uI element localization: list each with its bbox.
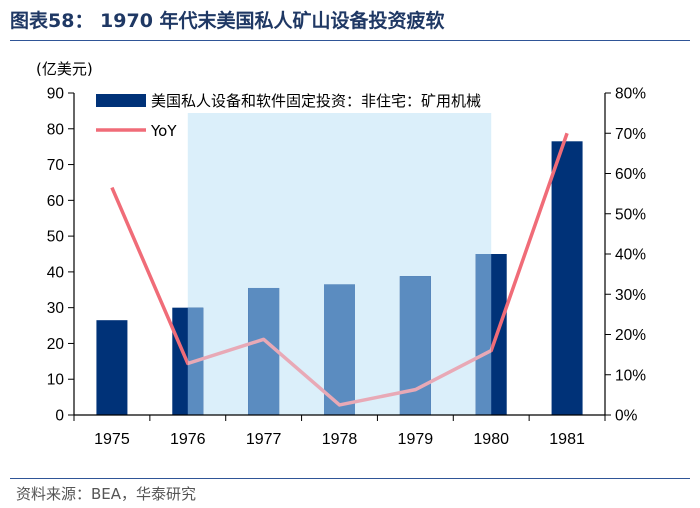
legend-bar-swatch [96,94,146,107]
source-note: 资料来源：BEA，华泰研究 [16,485,197,503]
title-divider [10,40,690,41]
legend: 美国私人设备和软件固定投资：非住宅：矿用机械 YoY [96,92,481,140]
x-tick-label: 1977 [246,431,282,448]
axes: 0 10 20 30 40 50 60 70 80 90 0% 10% 20% 30% 40% 50% 60% 7… [47,86,646,449]
legend-line-label: YoY [150,122,177,140]
x-tick-label: 1975 [94,431,130,448]
right-tick-label: 40% [615,247,646,264]
bar-1980-in-period [475,254,492,415]
left-tick-label: 0 [55,408,64,425]
left-tick-label: 40 [47,264,65,281]
left-tick-label: 50 [47,229,65,246]
legend-bar-label: 美国私人设备和软件固定投资：非住宅：矿用机械 [151,92,481,110]
x-tick-label: 1980 [473,431,509,448]
right-tick-label: 30% [615,287,646,304]
x-tick-label: 1979 [398,431,434,448]
left-tick-label: 80 [47,121,65,138]
right-tick-label: 60% [615,166,646,183]
bar-1979-in-period [399,276,431,415]
left-tick-label: 60 [47,193,65,210]
footer-divider [10,478,690,479]
bar-1981 [551,141,583,416]
bar-1978-in-period [324,284,355,415]
right-tick-label: 20% [615,327,646,344]
figure-title: 图表58： 1970 年代末美国私人矿山设备投资疲软 [10,10,445,32]
bar-1975 [96,320,128,415]
left-tick-label: 70 [47,157,65,174]
x-tick-label: 1981 [549,431,585,448]
x-tick-label: 1976 [170,431,206,448]
left-tick-label: 30 [47,300,65,317]
line-series [110,132,569,407]
right-tick-label: 0% [615,408,638,425]
left-tick-label: 20 [47,336,65,353]
right-tick-label: 10% [615,367,646,384]
right-tick-label: 50% [615,206,646,223]
left-tick-label: 90 [47,86,65,103]
left-tick-label: 10 [47,372,65,389]
right-tick-label: 80% [615,86,646,103]
left-axis-unit: (亿美元) [36,60,93,78]
bar-1977-in-period [248,287,280,415]
yoy-line-in-period [187,337,492,407]
x-tick-label: 1978 [322,431,358,448]
right-tick-label: 70% [615,126,646,143]
